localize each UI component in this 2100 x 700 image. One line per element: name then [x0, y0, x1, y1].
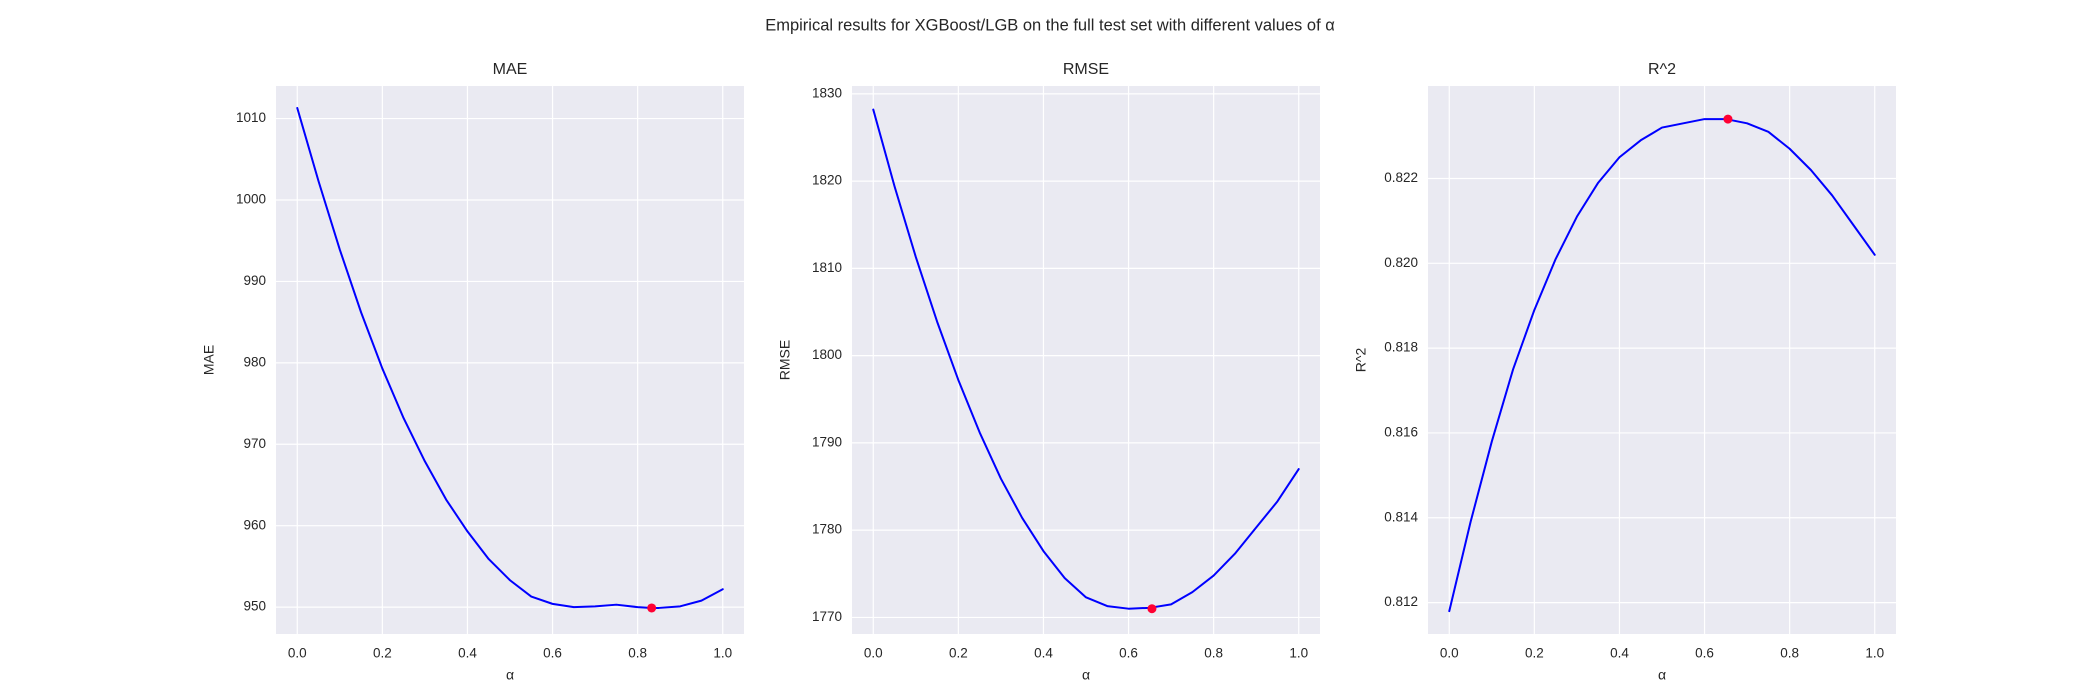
figure-suptitle: Empirical results for XGBoost/LGB on the… [765, 16, 1335, 34]
r2-x-tick-label: 0.0 [1440, 646, 1459, 661]
rmse-x-tick-label: 0.4 [1034, 646, 1053, 661]
mae-y-tick-label: 970 [243, 436, 266, 451]
rmse-y-tick-label: 1810 [812, 260, 842, 275]
r2-x-tick-label: 0.4 [1610, 646, 1629, 661]
rmse-y-tick-label: 1780 [812, 522, 842, 537]
r2-x-tick-label: 0.2 [1525, 646, 1544, 661]
mae-y-tick-label: 980 [243, 354, 266, 369]
mae-x-tick-label: 0.8 [628, 646, 647, 661]
mae-y-axis-label: MAE [201, 345, 217, 375]
rmse-y-tick-label: 1790 [812, 434, 842, 449]
mae-plot-area [276, 86, 744, 634]
rmse-y-tick-label: 1830 [812, 85, 842, 100]
r2-x-axis-label: α [1658, 667, 1666, 683]
r2-x-tick-label: 0.8 [1780, 646, 1799, 661]
mae-y-tick-label: 950 [243, 599, 266, 614]
mae-y-tick-label: 1000 [236, 192, 266, 207]
rmse-y-tick-label: 1770 [812, 609, 842, 624]
r2-y-tick-label: 0.822 [1384, 170, 1418, 185]
r2-panel: 0.0 0.2 0.4 0.6 0.8 1.0 0.812 0.814 0.816 0.818 0.… [1353, 61, 1896, 683]
r2-y-tick-label: 0.812 [1384, 594, 1418, 609]
mae-x-tick-label: 0.0 [288, 646, 307, 661]
r2-y-tick-label: 0.820 [1384, 255, 1418, 270]
mae-chart-title: MAE [493, 61, 528, 78]
mae-x-tick-label: 0.4 [458, 646, 477, 661]
rmse-chart-title: RMSE [1063, 61, 1109, 78]
r2-y-tick-label: 0.818 [1384, 340, 1418, 355]
rmse-y-axis-label: RMSE [777, 340, 793, 380]
mae-x-tick-label: 0.2 [373, 646, 392, 661]
r2-y-tick-label: 0.816 [1384, 425, 1418, 440]
r2-optimum-point [1723, 114, 1733, 124]
mae-x-tick-label: 1.0 [713, 646, 732, 661]
rmse-x-tick-label: 0.8 [1204, 646, 1223, 661]
rmse-x-tick-label: 0.2 [949, 646, 968, 661]
mae-y-tick-label: 960 [243, 517, 266, 532]
mae-y-tick-label: 1010 [236, 110, 266, 125]
rmse-panel: 0.0 0.2 0.4 0.6 0.8 1.0 1770 1780 1790 1800 1810 18… [777, 61, 1320, 683]
rmse-x-tick-label: 0.6 [1119, 646, 1138, 661]
mae-panel: 0.0 0.2 0.4 0.6 0.8 1.0 950 960 970 980 990 1000 101… [201, 61, 744, 683]
mae-optimum-point [647, 603, 657, 613]
rmse-optimum-point [1147, 604, 1157, 614]
r2-chart-title: R^2 [1648, 61, 1676, 78]
rmse-plot-area [852, 86, 1320, 634]
mae-x-tick-label: 0.6 [543, 646, 562, 661]
r2-plot-area [1428, 86, 1896, 634]
rmse-x-axis-label: α [1082, 667, 1090, 683]
r2-series-line [1448, 118, 1876, 613]
rmse-y-tick-label: 1820 [812, 173, 842, 188]
r2-x-tick-label: 1.0 [1865, 646, 1884, 661]
rmse-series-line [872, 108, 1300, 610]
r2-y-tick-label: 0.814 [1384, 509, 1418, 524]
mae-x-axis-label: α [506, 667, 514, 683]
r2-x-tick-label: 0.6 [1695, 646, 1714, 661]
mae-y-tick-label: 990 [243, 273, 266, 288]
rmse-y-tick-label: 1800 [812, 347, 842, 362]
rmse-x-tick-label: 0.0 [864, 646, 883, 661]
r2-y-axis-label: R^2 [1353, 348, 1369, 373]
rmse-x-tick-label: 1.0 [1289, 646, 1308, 661]
